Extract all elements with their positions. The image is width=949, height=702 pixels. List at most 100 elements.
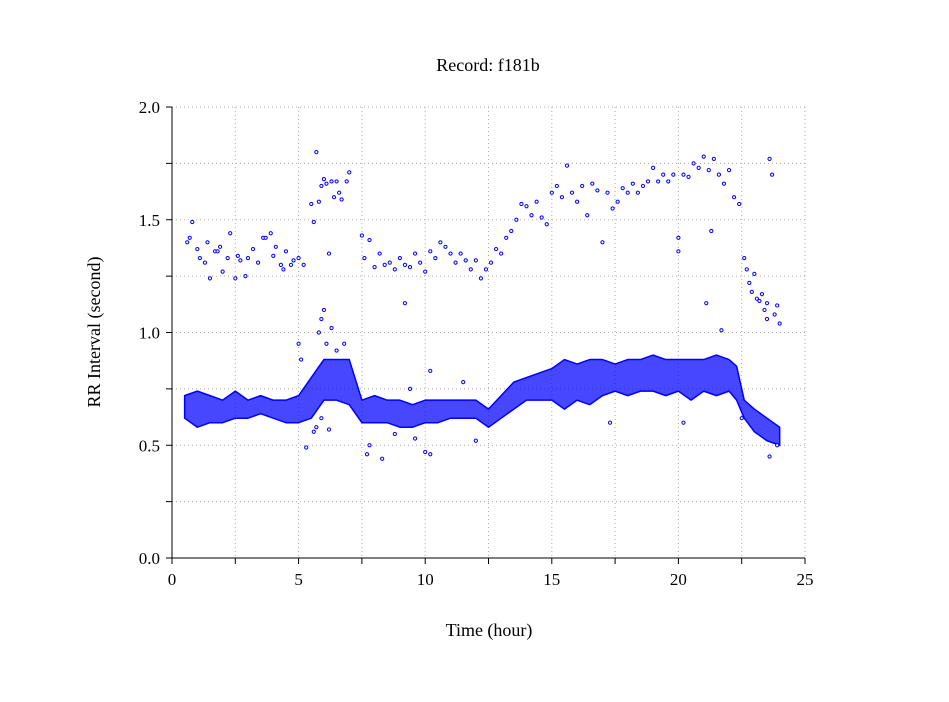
data-point	[316, 199, 321, 204]
data-point	[185, 240, 190, 245]
data-point	[334, 179, 339, 184]
data-point	[559, 195, 565, 200]
data-point	[635, 190, 640, 195]
data-point	[585, 213, 590, 218]
data-point	[453, 260, 458, 265]
data-point	[716, 172, 722, 177]
data-point	[428, 249, 433, 254]
data-point	[296, 341, 301, 346]
data-point	[650, 165, 656, 170]
data-point	[732, 195, 737, 200]
data-point	[443, 244, 448, 249]
data-point	[301, 262, 306, 267]
x-tick-label: 25	[797, 570, 814, 589]
data-point	[605, 190, 610, 195]
data-point	[397, 255, 402, 261]
y-axis-label: RR Interval (second)	[84, 257, 105, 408]
data-point	[656, 179, 661, 184]
data-point	[215, 249, 220, 254]
data-point	[544, 222, 549, 227]
data-point	[283, 249, 289, 254]
data-point	[311, 219, 316, 225]
main-band	[183, 354, 781, 446]
data-point	[402, 262, 408, 267]
data-point	[737, 201, 742, 207]
data-point	[402, 301, 408, 306]
y-tick-label: 1.0	[139, 324, 160, 343]
data-point	[575, 199, 580, 204]
data-point	[324, 341, 329, 346]
data-points	[185, 150, 782, 461]
data-point	[268, 231, 273, 236]
data-point	[344, 179, 349, 184]
data-point	[299, 357, 304, 362]
data-point	[706, 168, 711, 173]
data-point	[195, 246, 200, 252]
data-point	[744, 267, 749, 272]
data-point	[372, 265, 377, 270]
data-point	[433, 255, 438, 261]
data-point	[478, 276, 484, 281]
data-point	[590, 181, 595, 186]
data-point	[291, 258, 296, 263]
data-point	[311, 429, 316, 434]
x-tick-label: 15	[543, 570, 560, 589]
data-point	[488, 260, 494, 265]
data-point	[762, 307, 767, 313]
data-point	[711, 156, 716, 161]
data-point	[630, 181, 635, 186]
data-point	[749, 289, 754, 295]
data-point	[519, 201, 524, 207]
data-point	[304, 445, 309, 450]
data-point	[767, 454, 772, 459]
data-point	[255, 260, 261, 265]
data-point	[620, 186, 625, 191]
data-point	[314, 425, 319, 430]
data-point	[493, 246, 499, 252]
data-point	[238, 258, 243, 263]
data-point	[600, 240, 605, 245]
data-point	[220, 269, 225, 274]
grid	[172, 106, 806, 558]
data-point	[263, 235, 268, 240]
data-point	[691, 161, 696, 166]
data-point	[329, 325, 334, 331]
data-point	[428, 452, 433, 457]
x-tick-label: 5	[294, 570, 303, 589]
y-tick-label: 0.5	[139, 436, 160, 455]
data-point	[539, 215, 544, 220]
data-point	[468, 267, 473, 272]
data-point	[719, 328, 724, 333]
data-point	[524, 204, 529, 209]
data-point	[392, 431, 397, 437]
data-point	[392, 267, 397, 272]
data-point	[726, 168, 732, 173]
data-point	[296, 255, 301, 261]
data-point	[387, 260, 392, 265]
chart-title: Record: f181b	[436, 55, 539, 75]
y-tick-label: 1.5	[139, 211, 160, 230]
axes: 0 5 10 15 20 25 0.0 0.5 1.0 1.5 2.0	[139, 98, 814, 589]
data-point	[235, 253, 240, 258]
data-point	[319, 316, 324, 322]
data-point	[428, 368, 433, 373]
data-point	[595, 188, 600, 193]
data-point	[504, 235, 509, 240]
data-point	[250, 246, 256, 252]
data-point	[309, 201, 314, 207]
data-point	[681, 420, 686, 425]
data-point	[754, 296, 759, 301]
data-point	[407, 386, 413, 391]
x-axis-label: Time (hour)	[446, 620, 533, 641]
data-point	[412, 436, 418, 441]
x-tick-label: 0	[168, 570, 177, 589]
data-point	[759, 292, 765, 297]
data-point	[347, 170, 352, 175]
data-point	[709, 228, 714, 234]
data-point	[334, 348, 339, 353]
data-point	[243, 274, 248, 279]
data-point	[364, 452, 370, 457]
data-point	[281, 267, 286, 272]
data-point	[721, 181, 727, 186]
